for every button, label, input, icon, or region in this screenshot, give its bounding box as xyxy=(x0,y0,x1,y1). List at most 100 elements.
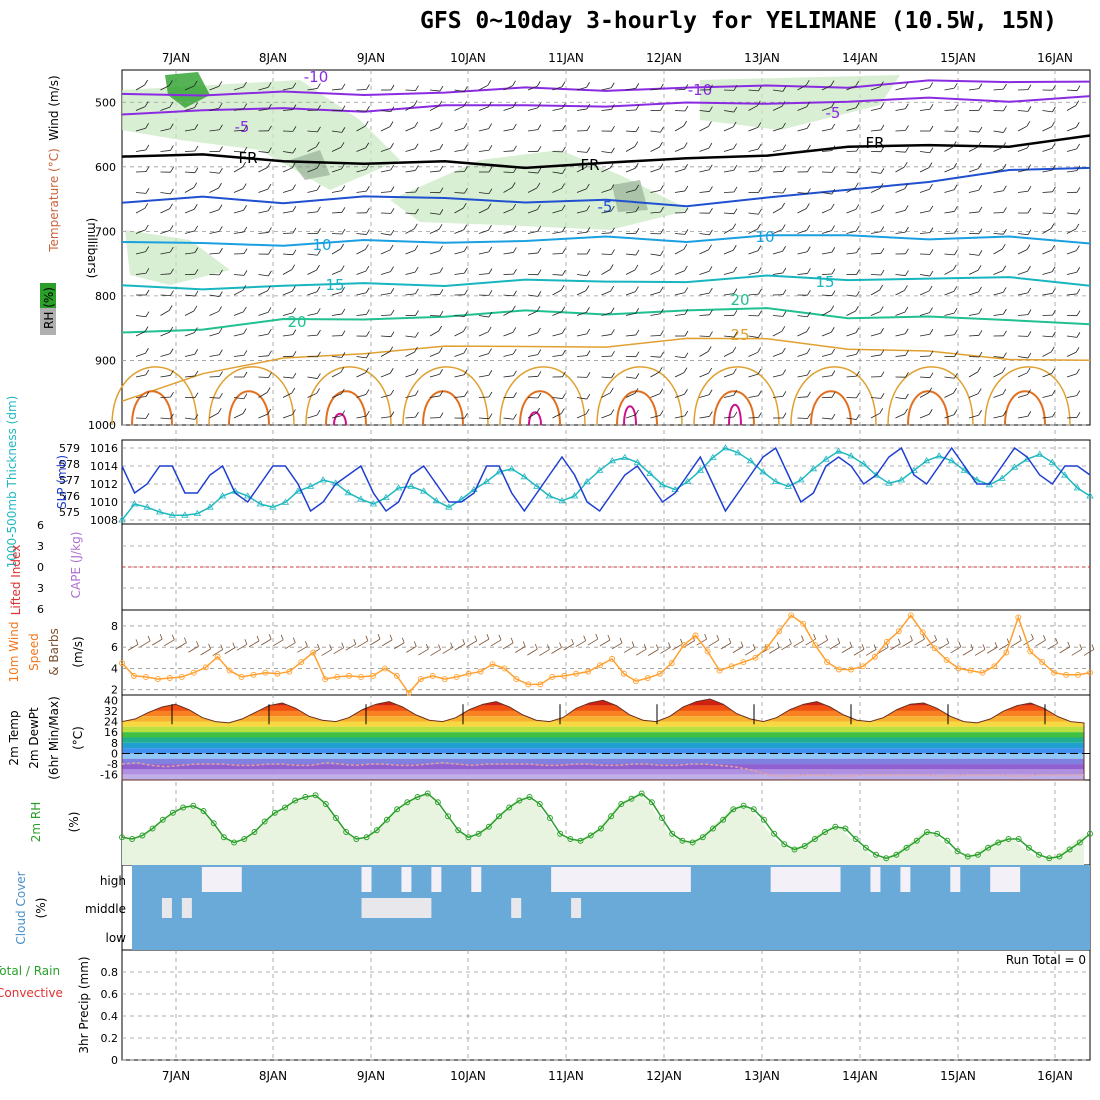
wind-barb xyxy=(1042,228,1052,234)
wind-barb xyxy=(821,150,832,152)
wind-barb-flag xyxy=(733,368,737,374)
wind-barb xyxy=(968,168,979,173)
temperature-band xyxy=(122,774,1084,780)
thickness-marker xyxy=(596,466,604,473)
wind-barb xyxy=(478,106,489,111)
wind-barb-10m xyxy=(974,649,986,656)
temperature-band xyxy=(122,737,1084,743)
wind-barb xyxy=(748,417,759,419)
wind-barb xyxy=(552,209,563,214)
wind-barb-10m-flag xyxy=(643,644,647,650)
thickness-marker xyxy=(357,495,365,502)
wind-barb xyxy=(772,250,783,255)
wind-barb xyxy=(625,146,635,152)
rh2m-marker xyxy=(934,830,941,837)
wind-barb-flag xyxy=(929,82,934,88)
wind-barb-flag xyxy=(194,225,199,232)
wind-barb xyxy=(233,188,244,193)
wind-barb-flag xyxy=(708,287,713,294)
wind-barb xyxy=(478,229,489,234)
date-label-bottom: 11JAN xyxy=(548,1069,584,1083)
wind-barb-flag xyxy=(1027,287,1032,294)
wind-barb-flag xyxy=(1050,223,1055,229)
wind-barb xyxy=(209,354,220,357)
wind-barb xyxy=(625,167,636,173)
wind-barb-flag xyxy=(806,203,810,209)
wind-barb xyxy=(748,89,759,92)
wind-barb-flag xyxy=(536,407,541,414)
wind-barb-flag xyxy=(635,184,640,191)
wind-barb-flag xyxy=(488,188,493,194)
wind-barb-flag xyxy=(217,407,222,414)
wind-barb xyxy=(870,209,881,214)
wind-speed-marker xyxy=(393,672,400,679)
wind-barb-flag xyxy=(365,244,369,250)
wind-barb-flag xyxy=(464,267,468,274)
temperature-legend-label: Temperature (°C) xyxy=(47,148,61,253)
wind-barb xyxy=(135,207,146,214)
rh2m-marker xyxy=(720,816,727,823)
wind-barb-10m-flag xyxy=(341,642,345,648)
wind-barb xyxy=(478,208,489,214)
wind-barb xyxy=(919,290,930,296)
wind-barb-10m-flag xyxy=(1055,638,1058,644)
wind-barb-flag xyxy=(807,413,811,419)
wind-barb-flag xyxy=(929,227,934,233)
wind-barb xyxy=(184,417,195,420)
wind-barb xyxy=(699,126,709,132)
wind-barb xyxy=(1017,233,1028,236)
wind-barb-10m xyxy=(793,640,804,647)
wind-barb xyxy=(307,253,318,256)
thickness-marker xyxy=(885,479,893,486)
wind-barb-flag xyxy=(758,310,762,317)
wind-barb xyxy=(233,209,244,214)
wind-barb-flag xyxy=(488,391,493,398)
temp-tick-label: -16 xyxy=(100,769,118,782)
wind-barb-flag xyxy=(1076,208,1081,215)
wind-barb xyxy=(135,106,146,111)
wind-barb xyxy=(723,126,734,132)
wind-barb xyxy=(1017,249,1028,255)
wind-barb-flag xyxy=(488,123,493,129)
wind-barb xyxy=(1017,270,1028,275)
wind-ylabel-1: 10m Wind xyxy=(7,622,21,683)
wind-barb-flag xyxy=(782,187,787,194)
wind-barb-10m-flag xyxy=(619,637,623,644)
wind-barb xyxy=(356,89,367,91)
cloud-high-clear xyxy=(770,867,841,892)
wind-barb-flag xyxy=(341,105,346,111)
wind-barb-flag xyxy=(561,103,566,109)
wind-barb-flag xyxy=(635,126,640,132)
wind-barb-flag xyxy=(242,161,247,168)
wind-barb-flag xyxy=(856,392,860,399)
wind-barb xyxy=(356,110,367,112)
wind-barb xyxy=(601,334,612,337)
wind-barb xyxy=(184,252,195,255)
rh2m-marker xyxy=(1066,846,1073,853)
wind-barb xyxy=(1042,394,1053,398)
temperature-contour xyxy=(121,95,1091,116)
wind-speed-marker xyxy=(1015,614,1022,621)
wind-barb xyxy=(674,313,685,316)
wind-barb-flag xyxy=(684,330,689,337)
wind-barb-10m-flag xyxy=(740,641,744,647)
rh2m-marker xyxy=(353,836,360,842)
wind-barb-10m-flag xyxy=(704,633,708,640)
rh2m-marker xyxy=(496,813,502,820)
wind-barb-flag xyxy=(659,163,664,169)
wind-barb-flag xyxy=(586,307,590,313)
wind-speed-marker xyxy=(848,666,854,673)
date-label-bottom: 12JAN xyxy=(646,1069,682,1083)
wind-barb-flag xyxy=(242,306,247,313)
wind-barb-flag xyxy=(782,166,787,172)
wind-barb xyxy=(650,356,661,358)
wind-barb xyxy=(797,149,808,152)
wind-barb xyxy=(895,311,906,316)
wind-barb-flag xyxy=(831,102,835,108)
wind-speed-marker xyxy=(859,663,866,670)
temp-tick-label: 32 xyxy=(104,705,118,718)
wind-barb xyxy=(993,190,1004,193)
wind-speed-marker xyxy=(214,653,221,660)
wind-barb xyxy=(625,269,636,275)
temperature-band xyxy=(122,769,1084,775)
